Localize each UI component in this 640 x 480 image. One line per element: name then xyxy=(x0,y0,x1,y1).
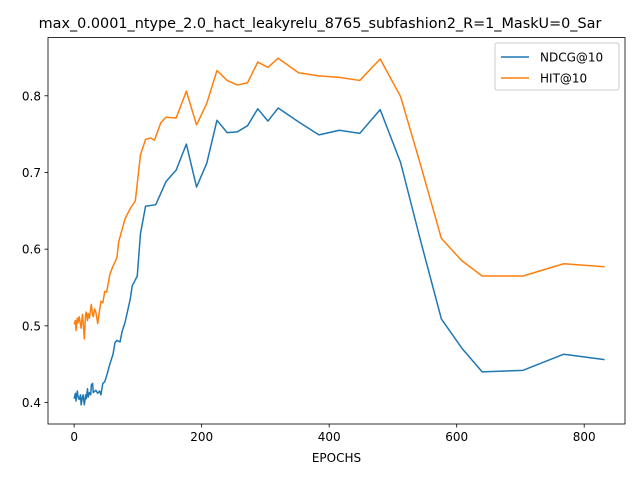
x-axis-label: EPOCHS xyxy=(312,451,361,465)
plot-area xyxy=(73,57,605,406)
axis-ticks: 0 200 400 600 800 0.4 0.5 0.6 0.7 0.8 xyxy=(22,89,596,444)
y-tick-label: 0.8 xyxy=(22,89,41,103)
legend-label: NDCG@10 xyxy=(540,51,603,65)
x-tick-label: 800 xyxy=(573,430,596,444)
legend-label: HIT@10 xyxy=(540,72,587,86)
x-tick-label: 400 xyxy=(318,430,341,444)
y-tick-label: 0.6 xyxy=(22,243,41,257)
x-tick-label: 600 xyxy=(445,430,468,444)
series-line-hit-10 xyxy=(73,57,605,340)
axes-frame xyxy=(47,37,626,425)
y-tick-label: 0.4 xyxy=(22,396,41,410)
x-tick-label: 200 xyxy=(190,430,213,444)
x-tick-label: 0 xyxy=(70,430,78,444)
chart-title: max_0.0001_ntype_2.0_hact_leakyrelu_8765… xyxy=(39,16,602,32)
y-tick-label: 0.7 xyxy=(22,166,41,180)
legend: NDCG@10 HIT@10 xyxy=(494,42,620,91)
y-tick-label: 0.5 xyxy=(22,319,41,333)
series-line-ndcg-10 xyxy=(73,107,605,406)
